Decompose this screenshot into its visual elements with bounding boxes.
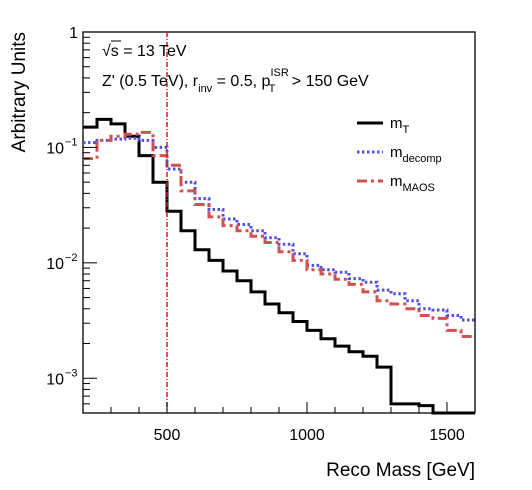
x-tick-label: 1000 (289, 427, 325, 444)
energy-annotation: √s = 13 TeV (102, 43, 187, 60)
y-tick-exponent: −2 (65, 252, 78, 264)
x-tick-label: 1500 (429, 427, 465, 444)
x-tick-label: 500 (154, 427, 181, 444)
y-tick-label: 10 (46, 371, 64, 388)
series-layer (83, 117, 475, 415)
y-tick-label: 10 (46, 256, 64, 273)
pt-subscript: T (269, 83, 276, 95)
model-prefix: Z' (0.5 TeV), r (102, 73, 199, 90)
y-axis-title: Arbitrary Units (9, 32, 30, 152)
y-tick-label: 1 (69, 25, 78, 42)
series-line-mMAOS (83, 130, 475, 338)
y-tick-exponent: −3 (65, 367, 78, 379)
legend-entry-mdecomp: mdecomp (357, 144, 442, 165)
legend-label-mdecomp: mdecomp (390, 144, 442, 165)
model-annotation: Z' (0.5 TeV), rinv = 0.5, pISR T > 150 Ge… (102, 67, 369, 95)
tick-layer (83, 36, 448, 413)
series-line-mT (83, 117, 475, 415)
series-line-mdecomp (83, 136, 475, 322)
legend-entry-mMAOS: mMAOS (357, 173, 435, 194)
r-subscript: inv (198, 83, 213, 95)
pt-superscript: ISR (270, 67, 288, 79)
legend-entry-mT: mT (357, 115, 410, 136)
legend: mT mdecomp mMAOS (357, 115, 442, 194)
legend-label-mMAOS: mMAOS (390, 173, 435, 194)
y-tick-label: 10 (46, 140, 64, 157)
x-axis-title: Reco Mass [GeV] (326, 460, 475, 481)
y-tick-exponent: −1 (65, 136, 78, 148)
legend-label-mT: mT (390, 115, 410, 136)
pt-cut: > 150 GeV (287, 73, 369, 90)
r-value: = 0.5, p (212, 73, 270, 90)
